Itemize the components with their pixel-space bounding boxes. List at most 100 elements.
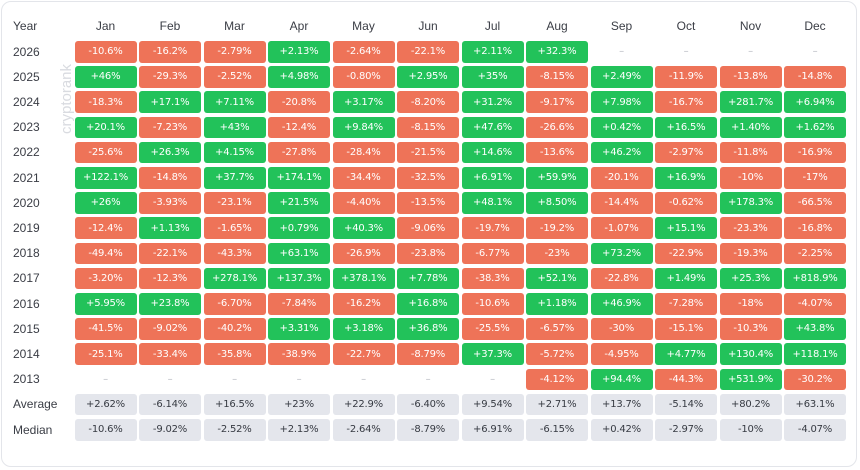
return-cell: -20.8% <box>268 91 330 113</box>
return-cell: +52.1% <box>526 267 588 290</box>
return-cell: -4.12% <box>526 368 588 391</box>
return-cell: +3.31% <box>268 318 330 340</box>
return-cell: – <box>490 373 495 385</box>
return-cell: +21.5% <box>268 192 330 214</box>
median-cell: +2.13% <box>268 419 330 441</box>
return-cell: +43% <box>203 116 266 139</box>
median-cell: -2.97% <box>655 419 717 441</box>
return-cell: -2.97% <box>655 141 717 164</box>
return-cell: -23.8% <box>397 242 459 265</box>
return-cell: – <box>167 373 173 385</box>
month-header-oct: Oct <box>676 19 696 33</box>
average-cell: -5.14% <box>655 393 717 416</box>
return-cell: +6.91% <box>461 167 524 189</box>
return-cell: -19.3% <box>719 242 782 265</box>
average-cell: -6.40% <box>397 393 459 416</box>
return-cell: -30% <box>590 318 653 340</box>
return-cell: +1.49% <box>655 267 717 290</box>
return-cell: -4.07% <box>784 293 846 315</box>
return-cell: -0.62% <box>655 192 717 214</box>
return-cell: -19.7% <box>461 217 524 239</box>
return-cell: -16.9% <box>784 141 846 164</box>
return-cell: +14.6% <box>461 141 524 164</box>
median-cell: -9.02% <box>139 419 201 441</box>
average-cell: +80.2% <box>719 393 782 416</box>
return-cell: +178.3% <box>719 192 782 214</box>
return-cell: +8.50% <box>526 192 588 214</box>
return-cell: +46.2% <box>590 141 653 164</box>
year-column-header: Year <box>13 19 38 33</box>
return-cell: +46.9% <box>590 293 653 315</box>
return-cell: +31.2% <box>461 91 524 113</box>
return-cell: +20.1% <box>74 116 137 139</box>
return-cell: -22.9% <box>655 242 717 265</box>
return-cell: -33.4% <box>139 343 201 365</box>
month-header-dec: Dec <box>804 19 826 33</box>
median-cell: -6.15% <box>526 419 588 441</box>
month-header-jun: Jun <box>418 19 438 33</box>
average-cell: +2.71% <box>526 393 588 416</box>
return-cell: +2.13% <box>268 41 330 63</box>
return-cell: -9.17% <box>526 91 588 113</box>
return-cell: -13.5% <box>397 192 459 214</box>
return-cell: +278.1% <box>203 267 266 290</box>
return-cell: -6.77% <box>461 242 524 265</box>
return-cell: -14.8% <box>784 66 846 88</box>
return-cell: +3.18% <box>332 318 395 340</box>
return-cell: -23.1% <box>203 192 266 214</box>
return-cell: -11.8% <box>719 141 782 164</box>
return-cell: -2.64% <box>332 41 395 63</box>
row-label-average: Average <box>13 397 58 412</box>
svg-text:cryptorank: cryptorank <box>58 63 75 134</box>
return-cell: -38.3% <box>461 267 524 290</box>
return-cell: +32.3% <box>526 41 588 63</box>
return-cell: +2.49% <box>590 66 653 88</box>
return-cell: -30.2% <box>784 368 846 391</box>
return-cell: – <box>812 46 818 58</box>
return-cell: +94.4% <box>590 368 653 391</box>
row-label-2018: 2018 <box>13 246 40 261</box>
return-cell: +73.2% <box>590 242 653 265</box>
return-cell: -19.2% <box>526 217 588 239</box>
return-cell: -25.5% <box>461 318 524 340</box>
month-header-nov: Nov <box>739 19 762 33</box>
return-cell: +46% <box>74 66 137 88</box>
return-cell: -14.4% <box>590 192 653 214</box>
average-cell: +22.9% <box>332 393 395 416</box>
row-label-median: Median <box>13 422 53 437</box>
return-cell: -0.80% <box>332 66 395 88</box>
month-header-feb: Feb <box>159 19 181 33</box>
return-cell: -40.2% <box>203 318 266 340</box>
return-cell: – <box>748 46 753 58</box>
return-cell: +1.62% <box>784 116 846 139</box>
return-cell: -6.70% <box>203 293 266 315</box>
month-header-apr: Apr <box>289 19 309 33</box>
median-cell: -4.07% <box>784 419 846 441</box>
return-cell: -8.15% <box>397 116 459 139</box>
return-cell: -28.4% <box>332 141 395 164</box>
return-cell: -29.3% <box>139 66 201 88</box>
return-cell: -23.3% <box>719 217 782 239</box>
return-cell: +25.3% <box>719 267 782 290</box>
month-header-jan: Jan <box>95 19 116 33</box>
median-cell: +6.91% <box>461 419 524 441</box>
average-cell: +2.62% <box>74 393 137 416</box>
return-cell: -66.5% <box>784 192 846 214</box>
month-header-aug: Aug <box>546 19 568 33</box>
return-cell: +17.1% <box>139 91 201 113</box>
return-cell: -25.6% <box>74 141 137 164</box>
return-cell: +378.1% <box>332 267 395 290</box>
row-label-2021: 2021 <box>13 170 40 185</box>
return-cell: +16.5% <box>655 116 717 139</box>
return-cell: -17% <box>784 167 846 189</box>
return-cell: +1.40% <box>719 116 782 139</box>
return-cell: -6.57% <box>526 318 588 340</box>
return-cell: +36.8% <box>397 318 459 340</box>
return-cell: +26.3% <box>139 141 201 164</box>
return-cell: +9.84% <box>332 116 395 139</box>
return-cell: -18.3% <box>74 91 137 113</box>
row-label-2013: 2013 <box>13 372 40 387</box>
return-cell: -3.93% <box>139 192 201 214</box>
median-cell: -10% <box>719 419 782 441</box>
